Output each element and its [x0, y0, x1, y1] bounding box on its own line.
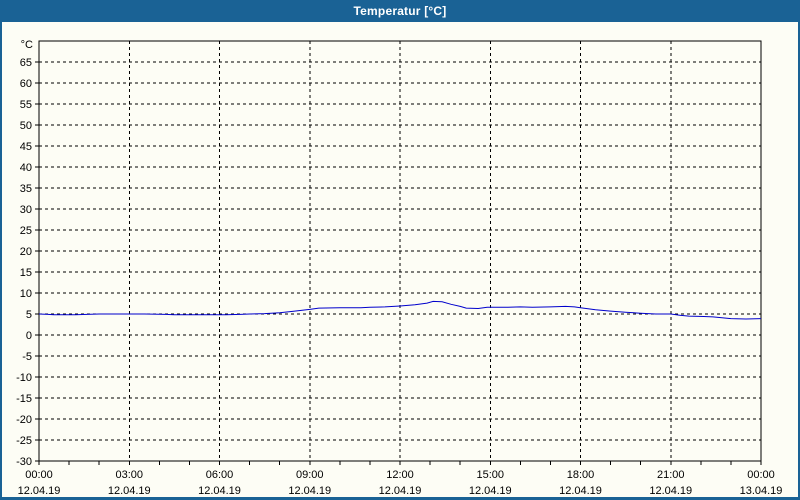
x-tick-date-label: 12.04.19 — [649, 485, 692, 497]
x-axis-ticks — [38, 461, 762, 465]
window-titlebar: Temperatur [°C] — [2, 0, 798, 22]
y-tick-label: -15 — [16, 393, 32, 405]
x-tick-time-label: 18:00 — [567, 469, 595, 481]
y-tick-label: 65 — [20, 57, 32, 69]
x-tick-date-label: 12.04.19 — [559, 485, 602, 497]
x-tick-date-label: 12.04.19 — [198, 485, 241, 497]
x-tick-time-label: 03:00 — [115, 469, 143, 481]
y-tick-label: 25 — [20, 225, 32, 237]
x-tick-date-label: 12.04.19 — [108, 485, 151, 497]
y-tick-label: 40 — [20, 162, 32, 174]
y-tick-label: 15 — [20, 267, 32, 279]
x-tick-date-label: 12.04.19 — [379, 485, 422, 497]
temperature-chart-svg: 65605550454035302520151050-5-10-15-20-25… — [16, 39, 783, 497]
y-tick-label: -25 — [16, 435, 32, 447]
y-tick-label: -30 — [16, 456, 32, 468]
y-tick-label: 60 — [20, 78, 32, 90]
y-axis-labels: 65605550454035302520151050-5-10-15-20-25… — [16, 57, 32, 468]
y-tick-label: 20 — [20, 246, 32, 258]
y-tick-label: 10 — [20, 288, 32, 300]
y-tick-label: 45 — [20, 141, 32, 153]
y-tick-label: 35 — [20, 183, 32, 195]
y-tick-label: 55 — [20, 99, 32, 111]
y-tick-label: 5 — [26, 309, 32, 321]
x-tick-time-label: 00:00 — [747, 469, 775, 481]
y-tick-label: -10 — [16, 372, 32, 384]
y-tick-label: 30 — [20, 204, 32, 216]
x-tick-time-label: 12:00 — [386, 469, 414, 481]
window-title: Temperatur [°C] — [353, 4, 447, 18]
x-gridlines — [128, 41, 672, 461]
x-tick-time-label: 06:00 — [206, 469, 234, 481]
temperature-line — [38, 300, 762, 320]
x-tick-date-label: 12.04.19 — [469, 485, 512, 497]
x-tick-time-label: 09:00 — [296, 469, 324, 481]
x-tick-time-label: 21:00 — [657, 469, 685, 481]
x-tick-date-label: 12.04.19 — [288, 485, 331, 497]
x-tick-time-label: 00:00 — [25, 469, 53, 481]
temperature-chart: 65 60 55 50 45 40 35 30 25 20 15 10 5 0 -5 -10 -15 -20 -25… — [2, 22, 798, 497]
y-axis-ticks — [35, 61, 39, 462]
x-axis-labels: 00:00 12.04.19 03:00 12.04.19 06:00 12.04.19 0… — [18, 469, 783, 497]
x-tick-date-label: 12.04.19 — [18, 485, 61, 497]
y-tick-label: 0 — [26, 330, 32, 342]
y-axis-unit-label: °C — [21, 39, 33, 51]
y-tick-label: -20 — [16, 414, 32, 426]
y-tick-label: -5 — [22, 351, 32, 363]
y-tick-label: 50 — [20, 120, 32, 132]
x-tick-date-label: 13.04.19 — [740, 485, 783, 497]
x-tick-time-label: 15:00 — [476, 469, 504, 481]
